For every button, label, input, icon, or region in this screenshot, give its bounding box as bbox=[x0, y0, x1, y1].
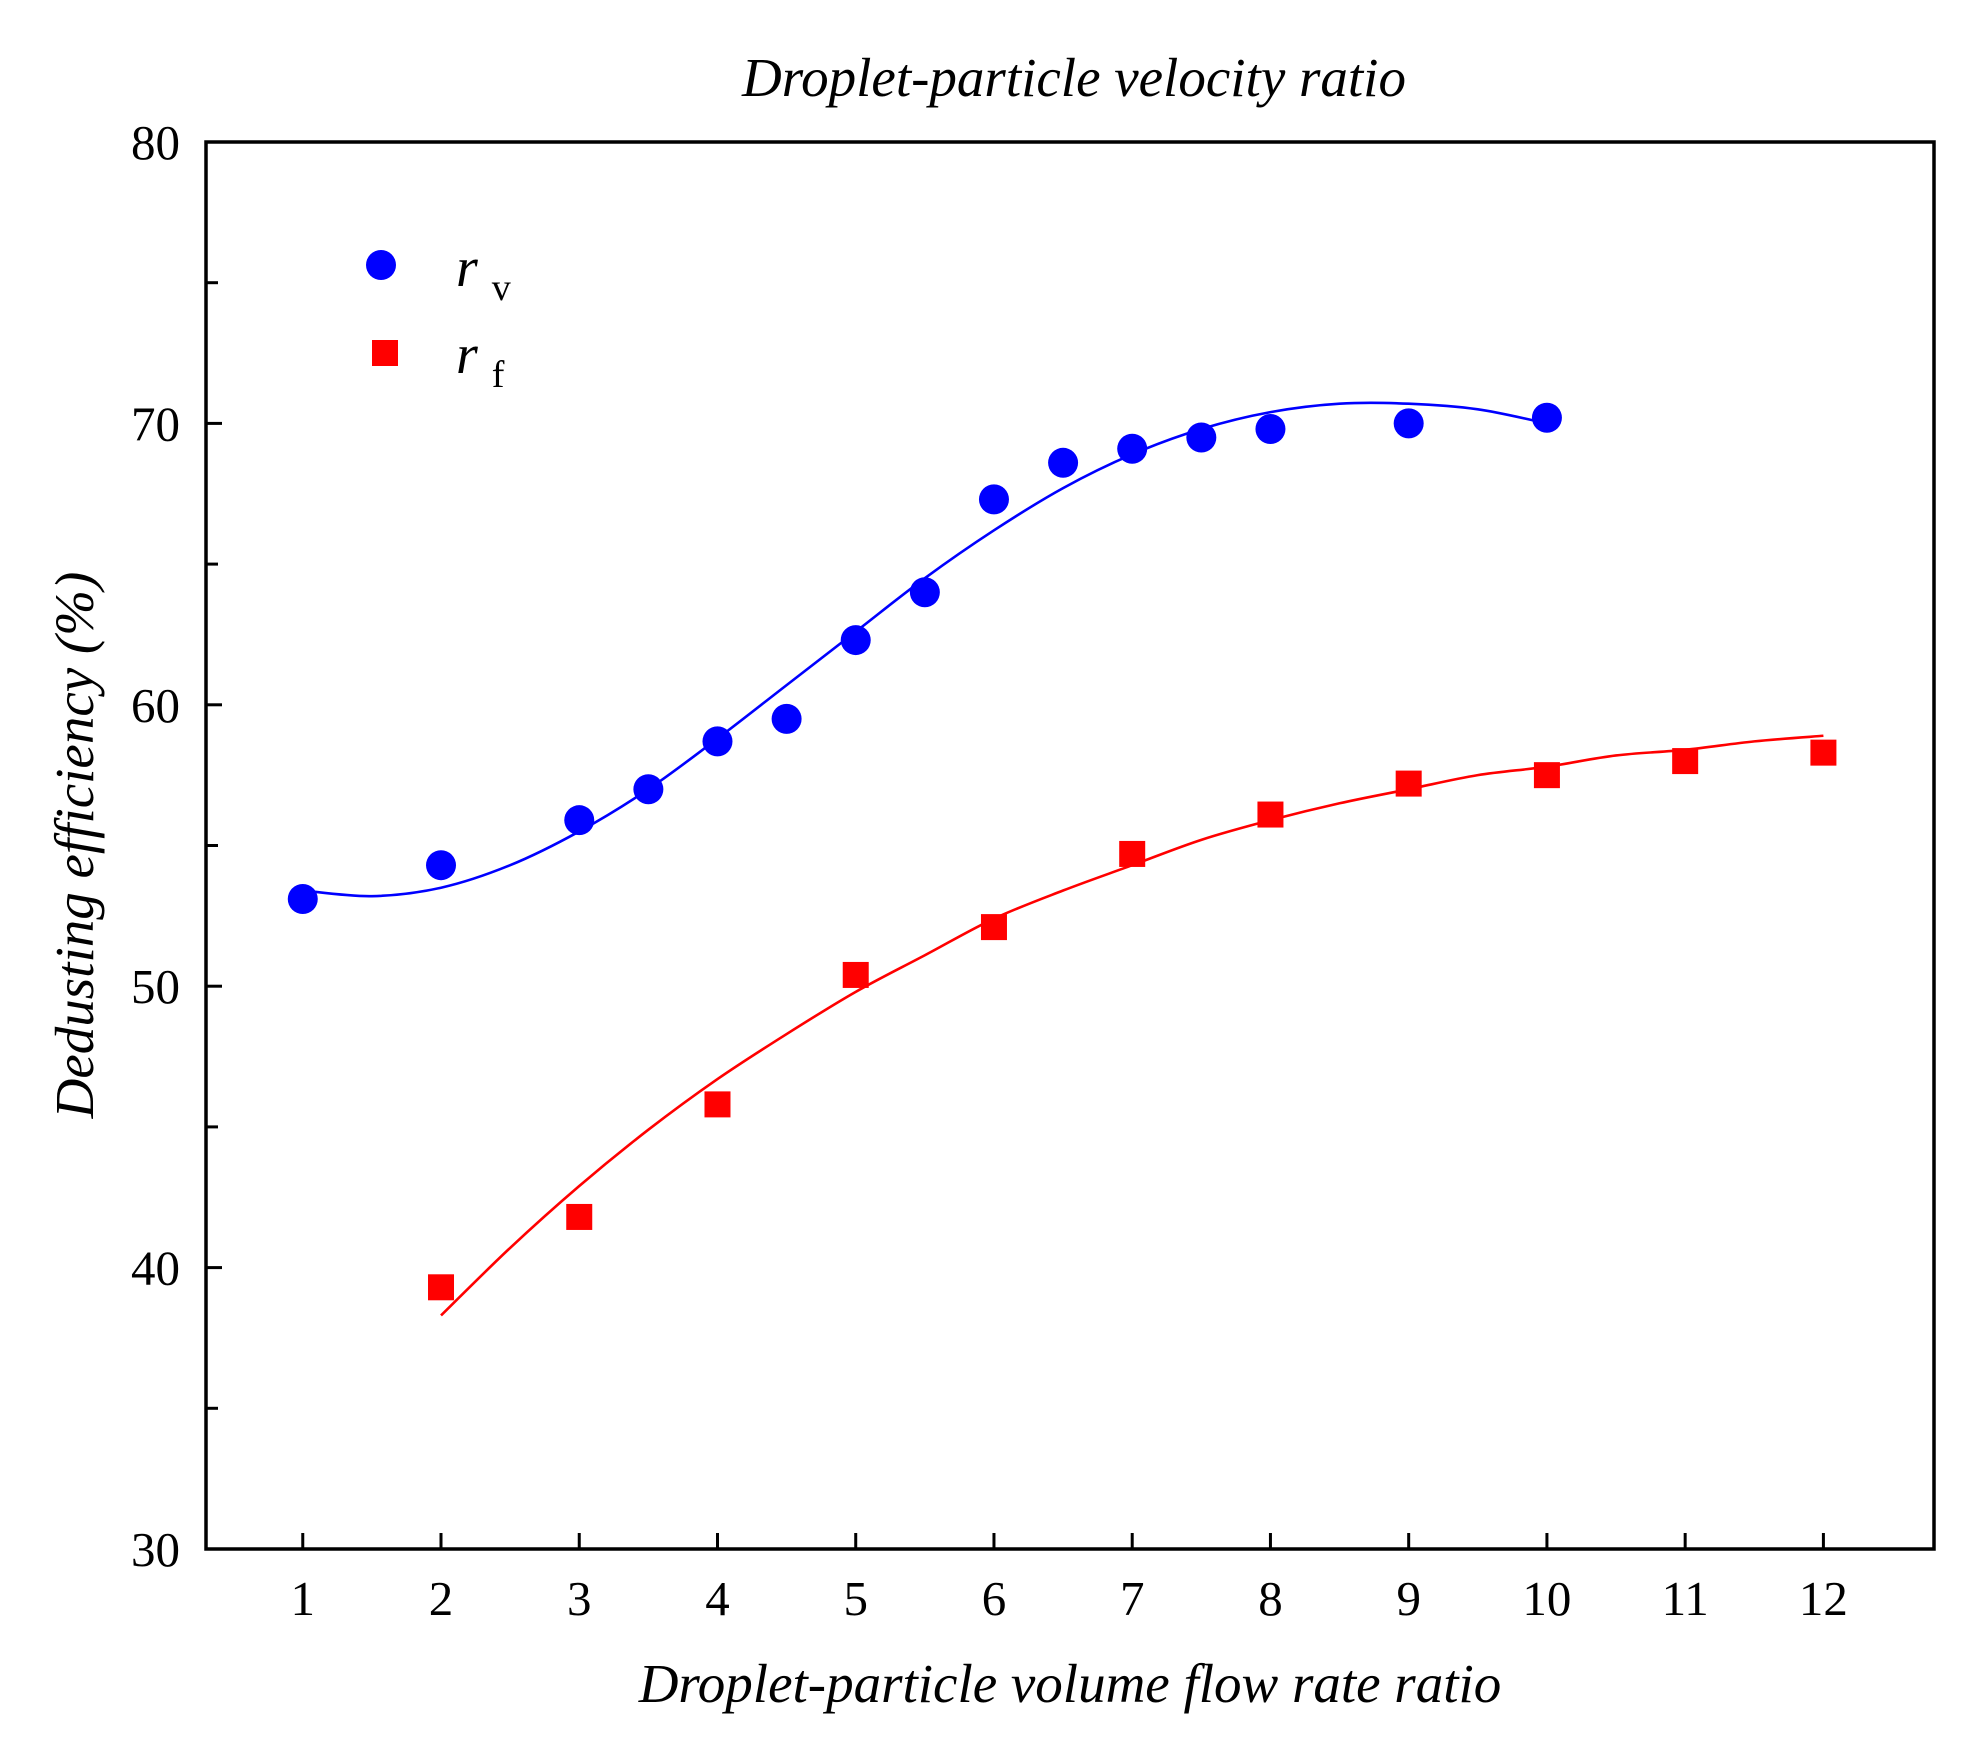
legend-label-rv: r v bbox=[456, 237, 511, 309]
chart-title: Droplet-particle velocity ratio bbox=[741, 47, 1406, 108]
legend-main-rv: r bbox=[456, 237, 478, 299]
x-axis-ticks: 1 2 3 4 5 6 7 8 9 10 11 12 bbox=[291, 1533, 1848, 1626]
fit-curve-rf bbox=[440, 734, 1824, 1317]
y-tick-label: 40 bbox=[131, 1241, 180, 1296]
x-tick-label: 8 bbox=[1258, 1571, 1283, 1626]
data-point-rf bbox=[842, 961, 869, 988]
data-point-rf bbox=[1810, 739, 1837, 766]
data-point-rv bbox=[564, 805, 595, 836]
x-axis-title: Droplet-particle volume flow rate ratio bbox=[638, 1653, 1502, 1714]
legend-main-rf: r bbox=[456, 324, 478, 386]
data-point-rf bbox=[566, 1203, 593, 1230]
data-point-rv bbox=[1117, 433, 1148, 464]
data-point-rv bbox=[978, 484, 1009, 515]
legend-sub-rv: v bbox=[492, 267, 511, 309]
data-point-rf bbox=[1119, 840, 1146, 867]
data-point-rf bbox=[1257, 801, 1284, 828]
data-point-rf bbox=[428, 1274, 455, 1301]
y-tick-label: 50 bbox=[131, 959, 180, 1014]
y-axis-ticks: 30 40 50 60 70 80 bbox=[131, 115, 222, 1577]
y-tick-label: 70 bbox=[131, 396, 180, 451]
data-point-rv bbox=[287, 883, 318, 914]
x-tick-label: 1 bbox=[291, 1571, 316, 1626]
data-point-rf bbox=[1672, 748, 1699, 775]
data-point-rv bbox=[1531, 402, 1562, 433]
y-axis-title: Dedusting efficiency (%) bbox=[44, 572, 105, 1120]
data-point-rv bbox=[633, 774, 664, 805]
legend-sub-rf: f bbox=[492, 354, 505, 396]
x-tick-label: 11 bbox=[1662, 1571, 1709, 1626]
data-point-rv bbox=[1393, 408, 1424, 439]
x-tick-label: 9 bbox=[1396, 1571, 1421, 1626]
x-tick-label: 6 bbox=[982, 1571, 1007, 1626]
data-point-rf bbox=[704, 1091, 731, 1118]
data-point-rf bbox=[980, 914, 1007, 941]
y-tick-label: 60 bbox=[131, 678, 180, 733]
x-tick-label: 12 bbox=[1799, 1571, 1848, 1626]
data-point-rf bbox=[1395, 770, 1422, 797]
x-tick-label: 2 bbox=[429, 1571, 454, 1626]
x-tick-label: 7 bbox=[1120, 1571, 1145, 1626]
legend-marker-rf bbox=[372, 340, 398, 366]
x-tick-label: 5 bbox=[843, 1571, 868, 1626]
data-point-rv bbox=[1255, 414, 1286, 445]
data-point-rv bbox=[909, 577, 940, 608]
y-tick-label: 30 bbox=[131, 1522, 180, 1577]
x-tick-label: 10 bbox=[1522, 1571, 1571, 1626]
data-point-rv bbox=[1048, 447, 1079, 478]
data-point-rv bbox=[1186, 422, 1217, 453]
legend-marker-rv bbox=[366, 250, 396, 280]
y-tick-label: 80 bbox=[131, 115, 180, 170]
data-markers bbox=[287, 402, 1837, 1301]
data-point-rv bbox=[702, 726, 733, 757]
data-point-rf bbox=[1533, 762, 1560, 789]
legend-label-rf: r f bbox=[456, 324, 505, 396]
data-point-rv bbox=[840, 625, 871, 656]
x-tick-label: 3 bbox=[567, 1571, 592, 1626]
legend: r v r f bbox=[366, 237, 511, 396]
x-tick-label: 4 bbox=[705, 1571, 730, 1626]
data-point-rv bbox=[426, 850, 457, 881]
data-point-rv bbox=[771, 703, 802, 734]
